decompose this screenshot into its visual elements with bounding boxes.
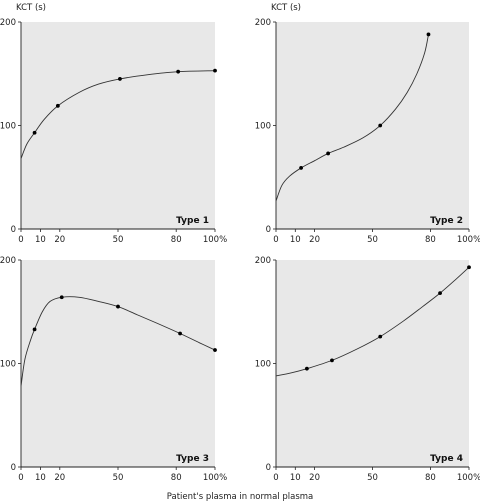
data-point-1-4 — [213, 68, 217, 73]
y-tick-label-1-2: 200 — [0, 18, 16, 28]
data-point-3-0 — [32, 327, 37, 332]
type-label-3: Type 3 — [176, 454, 209, 464]
series-line-3 — [20, 296, 216, 387]
data-point-3-4 — [213, 348, 217, 352]
y-axis-label-1: KCT (s) — [16, 3, 46, 13]
data-point-2-0 — [299, 166, 303, 170]
x-tick-label-1-3: 50 — [113, 235, 124, 245]
x-tick-label-3-4: 80 — [171, 473, 182, 483]
x-tick-label-1-5: 100% — [203, 235, 227, 245]
x-tick-label-4-2: 20 — [309, 473, 320, 483]
y-tick-label-2-2: 200 — [255, 18, 271, 28]
y-tick-label-1-1: 100 — [0, 122, 16, 132]
series-line-1 — [20, 70, 216, 159]
data-point-3-3 — [178, 331, 182, 336]
data-point-1-1 — [55, 103, 60, 108]
y-tick-label-3-2: 200 — [0, 256, 16, 266]
panel-type-1: 0 100 200 0 10 20 50 80 100% KCT (s) Type 1 — [0, 3, 227, 245]
data-point-4-0 — [304, 366, 309, 371]
x-tick-label-2-2: 20 — [309, 235, 320, 245]
x-tick-label-3-2: 20 — [54, 473, 65, 483]
x-tick-label-2-1: 10 — [290, 235, 301, 245]
y-tick-label-4-0: 0 — [266, 463, 271, 473]
data-point-4-1 — [330, 358, 334, 363]
x-tick-label-2-5: 100% — [457, 235, 480, 245]
y-tick-label-4-1: 100 — [255, 360, 271, 370]
data-point-3-1 — [59, 295, 64, 300]
x-tick-label-3-0: 0 — [18, 473, 23, 483]
x-tick-label-3-3: 50 — [113, 473, 124, 483]
data-point-2-2 — [378, 123, 383, 128]
y-tick-label-4-2: 200 — [255, 256, 271, 266]
plot-area-1 — [21, 22, 215, 229]
series-line-2 — [275, 34, 429, 202]
data-point-1-2 — [118, 77, 122, 81]
data-point-2-1 — [326, 151, 331, 156]
x-tick-label-4-5: 100% — [457, 473, 480, 483]
x-tick-label-3-5: 100% — [203, 473, 227, 483]
type-label-4: Type 4 — [430, 454, 463, 464]
plot-area-4 — [276, 260, 469, 467]
type-label-1: Type 1 — [176, 216, 209, 226]
shared-x-axis-label: Patient's plasma in normal plasma — [167, 492, 313, 502]
x-tick-label-1-2: 20 — [54, 235, 65, 245]
x-tick-label-4-1: 10 — [290, 473, 301, 483]
panel-type-3: 0 100 200 0 10 20 50 80 100% Type 3 — [0, 256, 227, 483]
x-tick-label-2-4: 80 — [425, 235, 436, 245]
y-tick-label-3-1: 100 — [0, 360, 16, 370]
x-tick-label-4-0: 0 — [273, 473, 278, 483]
panel-type-4: 0 100 200 0 10 20 50 80 100% Type 4 — [255, 256, 480, 483]
plot-area-3 — [21, 260, 215, 467]
data-point-3-2 — [116, 304, 120, 309]
y-axis-label-2: KCT (s) — [271, 3, 301, 13]
y-tick-label-2-0: 0 — [266, 225, 271, 235]
type-label-2: Type 2 — [430, 216, 463, 226]
y-tick-label-2-1: 100 — [255, 122, 271, 132]
panel-type-2: 0 100 200 0 10 20 50 80 100% KCT (s) Type 2 — [255, 3, 480, 245]
plot-area-2 — [276, 22, 469, 229]
data-point-4-4 — [467, 265, 471, 270]
data-point-2-3 — [426, 32, 431, 37]
x-tick-label-1-0: 0 — [18, 235, 23, 245]
x-tick-label-1-1: 10 — [35, 235, 46, 245]
data-point-1-3 — [176, 69, 181, 74]
x-tick-label-4-3: 50 — [367, 473, 378, 483]
x-tick-label-2-3: 50 — [367, 235, 378, 245]
x-tick-label-2-0: 0 — [273, 235, 278, 245]
x-tick-label-1-4: 80 — [171, 235, 182, 245]
data-point-1-0 — [32, 130, 37, 135]
y-tick-label-1-0: 0 — [11, 225, 16, 235]
x-tick-label-3-1: 10 — [35, 473, 46, 483]
x-tick-label-4-4: 80 — [425, 473, 436, 483]
y-tick-label-3-0: 0 — [11, 463, 16, 473]
data-point-4-3 — [438, 291, 442, 296]
data-point-4-2 — [378, 334, 383, 339]
